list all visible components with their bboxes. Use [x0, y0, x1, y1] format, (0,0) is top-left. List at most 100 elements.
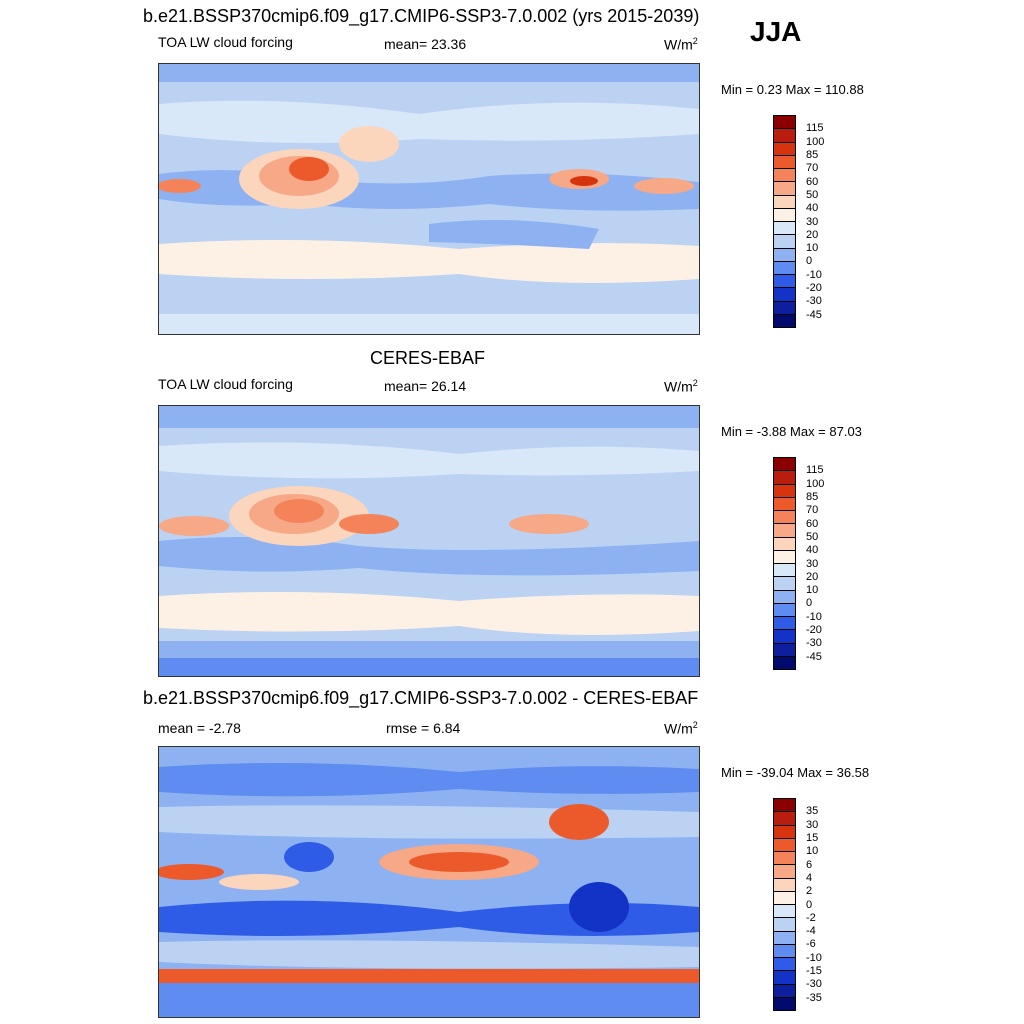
- colorbar-tick-label: 2: [806, 885, 813, 898]
- colorbar-swatch: [774, 656, 795, 669]
- colorbar-swatch: [774, 958, 795, 972]
- colorbar-swatch: [774, 865, 795, 879]
- colorbar-tick-label: 10: [806, 845, 819, 858]
- season-label: JJA: [750, 16, 802, 47]
- colorbar-swatch: [774, 564, 795, 578]
- panel2-variable-label: TOA LW cloud forcing: [158, 376, 293, 392]
- colorbar-swatch: [774, 799, 795, 813]
- panel3-minmax: Min = -39.04 Max = 36.58: [721, 765, 870, 780]
- colorbar-swatch: [774, 222, 795, 236]
- colorbar-tick-label: 30: [806, 557, 819, 570]
- colorbar-tick-label: -2: [806, 911, 816, 924]
- panel3-rmse-label: rmse = 6.84: [386, 720, 461, 736]
- colorbar-swatch: [774, 630, 795, 644]
- panel2-units: W/m2: [664, 378, 698, 395]
- panel2-minmax: Min = -3.88 Max = 87.03: [721, 424, 862, 439]
- panel1-variable-label: TOA LW cloud forcing: [158, 34, 293, 50]
- colorbar-swatch: [774, 484, 795, 498]
- panel2-mean-label: mean= 26.14: [384, 378, 467, 394]
- colorbar-tick-label: 6: [806, 858, 813, 871]
- colorbar-tick-label: 0: [806, 597, 813, 610]
- colorbar-tick-label: -20: [806, 282, 822, 295]
- panel3-mean-label: mean = -2.78: [158, 720, 241, 736]
- panel3-units: W/m2: [664, 720, 698, 737]
- colorbar-swatch: [774, 537, 795, 551]
- colorbar-swatch: [774, 497, 795, 511]
- colorbar-tick-label: 0: [806, 255, 813, 268]
- panel1-title: b.e21.BSSP370cmip6.f09_g17.CMIP6-SSP3-7.…: [143, 6, 700, 26]
- colorbar-tick-label: -30: [806, 295, 822, 308]
- colorbar-swatch: [774, 643, 795, 657]
- colorbar-tick-label: 70: [806, 162, 819, 175]
- colorbar-swatch: [774, 825, 795, 839]
- colorbar-tick-label: -10: [806, 268, 822, 281]
- panel2-colorbar: [773, 457, 796, 670]
- colorbar-tick-label: 35: [806, 805, 819, 818]
- colorbar-tick-label: 0: [806, 898, 813, 911]
- colorbar-swatch: [774, 195, 795, 209]
- colorbar-tick-label: -15: [806, 965, 822, 978]
- colorbar-swatch: [774, 261, 795, 275]
- colorbar-tick-label: 30: [806, 215, 819, 228]
- colorbar-swatch: [774, 905, 795, 919]
- colorbar-tick-label: 100: [806, 135, 825, 148]
- colorbar-swatch: [774, 918, 795, 932]
- colorbar-tick-label: 85: [806, 148, 819, 161]
- colorbar-tick-label: 10: [806, 242, 819, 255]
- colorbar-tick-label: 50: [806, 530, 819, 543]
- colorbar-swatch: [774, 984, 795, 998]
- panel1-colorbar: [773, 115, 796, 328]
- panel1-map: [158, 63, 700, 335]
- panel3-map: [158, 746, 700, 1018]
- panel2-map: [158, 405, 700, 677]
- colorbar-tick-label: 40: [806, 544, 819, 557]
- colorbar-swatch: [774, 577, 795, 591]
- colorbar-swatch: [774, 997, 795, 1010]
- panel3-colorbar: [773, 798, 796, 1011]
- colorbar-tick-label: 4: [806, 871, 813, 884]
- colorbar-swatch: [774, 301, 795, 315]
- panel1-mean-label: mean= 23.36: [384, 36, 467, 52]
- colorbar-tick-label: 70: [806, 504, 819, 517]
- colorbar-swatch: [774, 603, 795, 617]
- colorbar-tick-label: 30: [806, 818, 819, 831]
- colorbar-tick-label: -20: [806, 624, 822, 637]
- colorbar-tick-label: -45: [806, 650, 822, 663]
- colorbar-tick-label: 85: [806, 490, 819, 503]
- colorbar-tick-label: -4: [806, 925, 816, 938]
- colorbar-swatch: [774, 944, 795, 958]
- colorbar-swatch: [774, 248, 795, 262]
- colorbar-swatch: [774, 182, 795, 196]
- colorbar-swatch: [774, 288, 795, 302]
- colorbar-swatch: [774, 511, 795, 525]
- colorbar-tick-label: 20: [806, 228, 819, 241]
- colorbar-swatch: [774, 971, 795, 985]
- colorbar-swatch: [774, 155, 795, 169]
- colorbar-tick-label: -30: [806, 978, 822, 991]
- colorbar-swatch: [774, 878, 795, 892]
- colorbar-swatch: [774, 590, 795, 604]
- colorbar-swatch: [774, 129, 795, 143]
- panel1-minmax: Min = 0.23 Max = 110.88: [721, 82, 864, 97]
- colorbar-swatch: [774, 458, 795, 472]
- colorbar-tick-label: 115: [806, 464, 824, 477]
- colorbar-tick-label: 15: [806, 831, 819, 844]
- colorbar-swatch: [774, 852, 795, 866]
- colorbar-tick-label: 60: [806, 517, 819, 530]
- panel2-title: CERES-EBAF: [370, 348, 486, 368]
- colorbar-swatch: [774, 838, 795, 852]
- colorbar-swatch: [774, 169, 795, 183]
- colorbar-tick-label: -10: [806, 951, 822, 964]
- colorbar-swatch: [774, 314, 795, 327]
- colorbar-tick-label: 10: [806, 584, 819, 597]
- colorbar-tick-label: -30: [806, 637, 822, 650]
- colorbar-swatch: [774, 550, 795, 564]
- colorbar-tick-label: 50: [806, 188, 819, 201]
- colorbar-tick-label: 60: [806, 175, 819, 188]
- panel3-title: b.e21.BSSP370cmip6.f09_g17.CMIP6-SSP3-7.…: [143, 688, 699, 708]
- colorbar-swatch: [774, 208, 795, 222]
- colorbar-swatch: [774, 142, 795, 156]
- colorbar-swatch: [774, 116, 795, 130]
- colorbar-swatch: [774, 931, 795, 945]
- colorbar-swatch: [774, 235, 795, 249]
